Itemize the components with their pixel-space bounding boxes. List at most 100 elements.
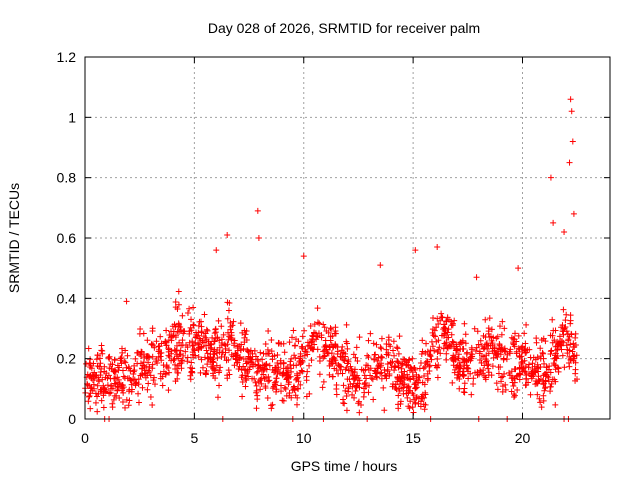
data-point	[494, 353, 501, 360]
data-point	[287, 358, 294, 365]
data-point	[431, 347, 438, 354]
data-point	[549, 316, 556, 323]
data-point	[97, 388, 104, 395]
data-point	[196, 341, 203, 348]
data-point	[564, 331, 571, 338]
data-point	[174, 306, 181, 313]
data-point	[486, 315, 493, 322]
data-point	[149, 402, 156, 409]
data-point	[142, 374, 149, 381]
data-point	[519, 348, 526, 355]
x-tick-label: 10	[296, 430, 312, 446]
data-point	[86, 393, 93, 400]
data-point	[501, 345, 508, 352]
data-point	[278, 388, 285, 395]
data-point	[83, 360, 90, 367]
data-point	[122, 404, 129, 411]
data-point	[476, 356, 483, 363]
data-point	[210, 354, 217, 361]
data-point	[461, 320, 468, 327]
data-point	[311, 321, 318, 328]
chart-title: Day 028 of 2026, SRMTID for receiver pal…	[208, 20, 480, 36]
data-point	[482, 334, 489, 341]
data-point	[252, 379, 259, 386]
data-point	[434, 315, 441, 322]
data-point	[251, 375, 258, 382]
data-point	[462, 331, 469, 338]
data-point	[314, 305, 321, 312]
data-point	[288, 365, 295, 372]
data-point	[212, 326, 219, 333]
data-point	[291, 385, 298, 392]
data-point	[522, 340, 529, 347]
data-point	[216, 367, 223, 374]
data-point	[157, 333, 164, 340]
data-point	[111, 375, 118, 382]
data-point	[112, 366, 119, 373]
data-point	[537, 376, 544, 383]
data-point	[188, 327, 195, 334]
data-point	[94, 382, 101, 389]
data-point	[521, 330, 528, 337]
data-point	[237, 320, 244, 327]
data-point	[261, 362, 268, 369]
data-point	[285, 374, 292, 381]
data-point	[377, 262, 384, 269]
data-point	[568, 108, 575, 115]
data-point	[293, 375, 300, 382]
data-point	[419, 337, 426, 344]
data-point	[187, 376, 194, 383]
data-point	[176, 339, 183, 346]
data-point	[361, 389, 368, 396]
data-point	[159, 382, 166, 389]
data-point	[435, 320, 442, 327]
data-point	[249, 361, 256, 368]
data-point	[354, 358, 361, 365]
data-point	[410, 375, 417, 382]
data-point	[195, 345, 202, 352]
data-point	[178, 360, 185, 367]
data-point	[390, 347, 397, 354]
data-point	[397, 398, 404, 405]
data-point	[162, 338, 169, 345]
data-point	[473, 274, 480, 281]
data-point	[524, 346, 531, 353]
data-point	[328, 361, 335, 368]
data-point	[356, 377, 363, 384]
data-point	[342, 387, 349, 394]
data-point	[549, 339, 556, 346]
data-point	[175, 355, 182, 362]
data-point	[231, 337, 238, 344]
data-point	[444, 329, 451, 336]
data-point	[92, 399, 99, 406]
data-point	[177, 351, 184, 358]
data-point	[318, 332, 325, 339]
data-point	[168, 348, 175, 355]
data-point	[253, 369, 260, 376]
data-point	[367, 365, 374, 372]
data-point	[320, 348, 327, 355]
data-point	[213, 350, 220, 357]
data-point	[507, 346, 514, 353]
data-point	[374, 374, 381, 381]
data-point	[470, 375, 477, 382]
data-point	[105, 354, 112, 361]
data-point	[262, 374, 269, 381]
data-point	[429, 326, 436, 333]
data-point	[283, 369, 290, 376]
data-point	[499, 318, 506, 325]
data-point	[208, 345, 215, 352]
data-point	[275, 339, 282, 346]
data-point	[184, 344, 191, 351]
data-point	[343, 407, 350, 414]
data-point	[326, 371, 333, 378]
data-point	[547, 369, 554, 376]
data-point	[407, 376, 414, 383]
data-point	[203, 336, 210, 343]
data-point	[260, 371, 267, 378]
data-point	[165, 345, 172, 352]
data-point	[278, 341, 285, 348]
data-point	[449, 379, 456, 386]
data-point	[263, 366, 270, 373]
data-point	[337, 353, 344, 360]
